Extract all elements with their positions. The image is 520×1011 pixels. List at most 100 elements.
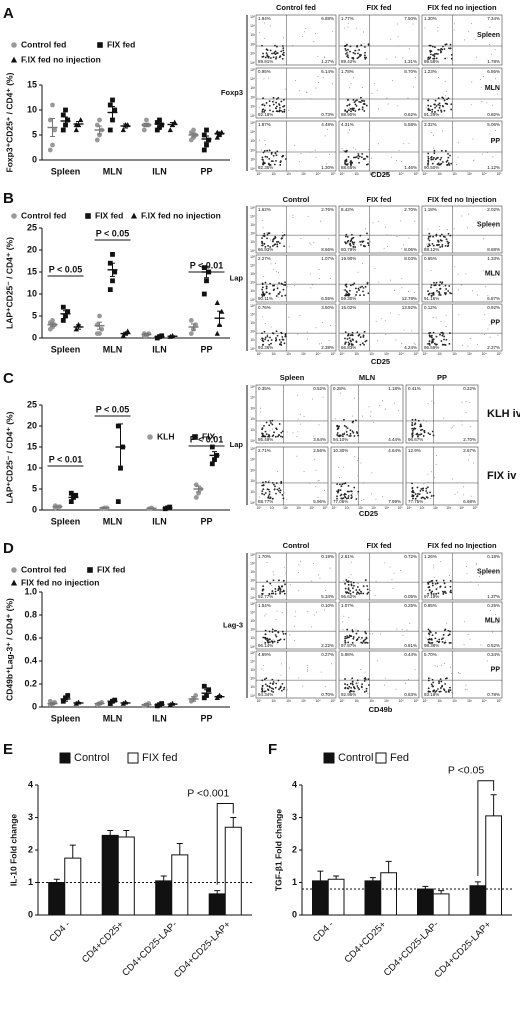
event-dot	[469, 337, 471, 339]
event-dot	[430, 592, 433, 595]
event-dot	[348, 685, 351, 688]
quadrant-percent: 2.61%	[341, 554, 354, 559]
event-dot	[273, 574, 275, 576]
event-dot	[435, 463, 437, 465]
event-dot	[435, 288, 437, 290]
event-dot	[318, 278, 320, 280]
event-dot	[439, 333, 441, 336]
event-dot	[268, 104, 271, 107]
event-dot	[488, 324, 490, 326]
event-dot	[386, 234, 388, 236]
event-dot	[281, 590, 284, 593]
event-dot	[314, 149, 316, 151]
event-dot	[265, 102, 268, 104]
event-dot	[261, 588, 264, 591]
event-dot	[457, 142, 459, 144]
event-dot	[434, 342, 436, 345]
event-dot	[275, 57, 277, 60]
flow-y-tick: 10⁵	[250, 255, 256, 259]
event-dot	[451, 672, 453, 674]
event-dot	[430, 132, 432, 134]
event-dot	[445, 592, 447, 594]
event-dot	[435, 52, 438, 55]
flow-y-tick: 10⁰	[250, 167, 256, 171]
flow-x-tick: 10¹	[437, 352, 442, 356]
event-dot	[345, 579, 348, 581]
quadrant-percent: 96.67%	[408, 437, 423, 442]
event-dot	[371, 633, 373, 635]
event-dot	[265, 613, 267, 615]
event-dot	[352, 51, 355, 54]
event-dot	[283, 233, 286, 236]
event-dot	[357, 52, 359, 55]
x-tick-label: CD4 -	[47, 919, 72, 944]
event-dot	[359, 294, 361, 297]
data-point	[120, 127, 126, 133]
flow-y-tick: 10¹	[250, 490, 255, 494]
event-dot	[432, 98, 434, 100]
event-dot	[348, 435, 351, 437]
event-dot	[430, 269, 432, 271]
event-dot	[262, 157, 264, 159]
event-dot	[298, 90, 300, 92]
event-dot	[352, 581, 355, 584]
event-dot	[297, 590, 299, 592]
event-dot	[267, 481, 270, 484]
event-dot	[437, 53, 439, 55]
event-dot	[280, 482, 283, 485]
event-dot	[287, 286, 289, 288]
event-dot	[486, 152, 488, 154]
event-dot	[267, 495, 270, 497]
quadrant-percent: 0.85%	[424, 603, 437, 608]
event-dot	[261, 337, 264, 340]
event-dot	[436, 582, 439, 585]
event-dot	[445, 677, 447, 680]
event-dot	[357, 582, 359, 584]
event-dot	[275, 56, 278, 59]
legend-label: Control	[74, 752, 109, 764]
event-dot	[275, 493, 277, 495]
event-dot	[435, 335, 438, 338]
quadrant-percent: 0.34%	[487, 652, 500, 657]
event-dot	[427, 628, 430, 631]
event-dot	[498, 248, 500, 250]
flow-x-label: CD25	[371, 170, 390, 179]
quadrant-percent: 7.34%	[487, 16, 500, 21]
event-dot	[264, 629, 267, 632]
event-dot	[367, 163, 369, 165]
event-dot	[262, 97, 264, 100]
event-dot	[342, 333, 344, 335]
event-dot	[395, 339, 397, 341]
event-dot	[476, 343, 478, 345]
event-dot	[289, 634, 291, 636]
event-dot	[345, 290, 348, 293]
flow-x-tick: 10²	[286, 352, 291, 356]
event-dot	[347, 583, 350, 586]
event-dot	[266, 637, 269, 640]
event-dot	[264, 492, 267, 494]
event-dot	[437, 240, 440, 243]
event-dot	[306, 338, 308, 340]
event-dot	[270, 592, 273, 595]
event-dot	[484, 314, 486, 316]
event-dot	[431, 292, 433, 295]
event-dot	[272, 691, 275, 693]
event-dot	[349, 244, 352, 247]
event-dot	[393, 572, 395, 574]
event-dot	[315, 327, 317, 329]
legend-marker	[323, 752, 335, 764]
flow-y-tick: 10⁵	[250, 68, 256, 72]
event-dot	[295, 611, 297, 613]
event-dot	[369, 415, 371, 417]
bar	[224, 826, 242, 916]
event-dot	[282, 589, 285, 592]
flow-y-tick: 10⁰	[250, 61, 256, 65]
event-dot	[276, 285, 278, 287]
quadrant-percent: 88.90%	[341, 112, 356, 117]
event-dot	[439, 246, 442, 248]
flow-y-tick: 10⁴	[250, 130, 256, 134]
quadrant-percent: 88.12%	[424, 247, 439, 252]
y-tick-label: 0	[32, 332, 37, 342]
event-dot	[272, 332, 275, 335]
event-dot	[282, 237, 284, 239]
